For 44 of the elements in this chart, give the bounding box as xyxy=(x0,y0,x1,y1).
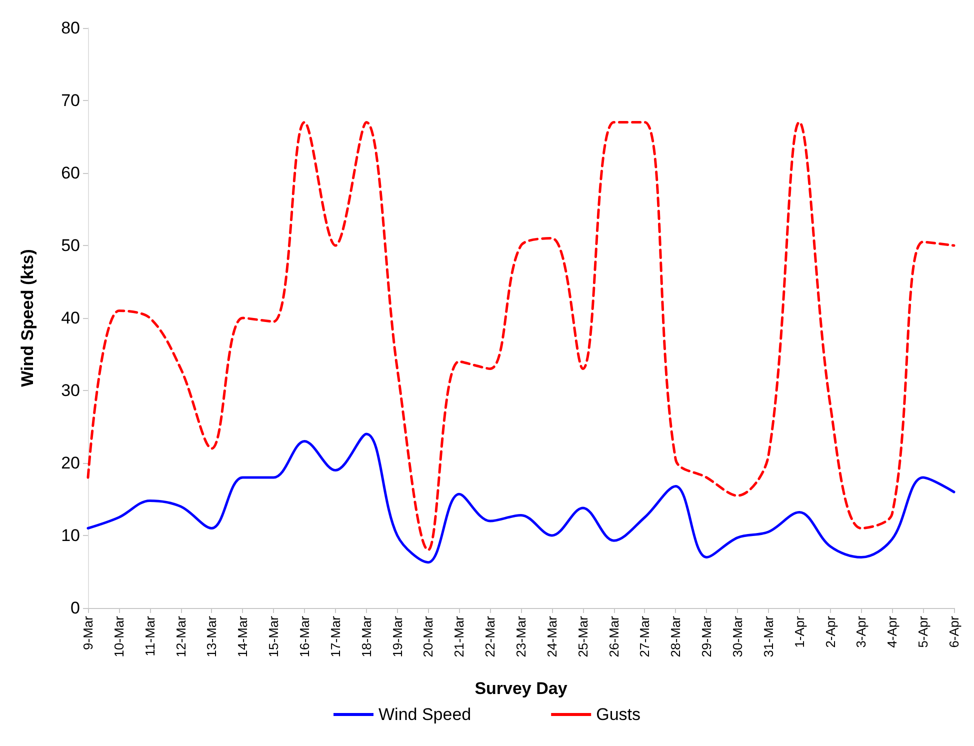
line-series xyxy=(86,432,956,564)
x-tick-label: 27-Mar xyxy=(637,615,652,658)
x-tick-label: 29-Mar xyxy=(699,615,714,658)
y-tick-label: 60 xyxy=(61,164,80,182)
x-tick-label: 5-Apr xyxy=(916,615,931,648)
x-tick-label: 26-Mar xyxy=(606,615,622,658)
x-tick-label: 23-Mar xyxy=(514,615,528,658)
x-tick-label: 31-Mar xyxy=(760,615,776,658)
x-tick-label: 1-Apr xyxy=(792,615,807,648)
y-tick-label: 10 xyxy=(61,526,80,545)
x-tick-label: 9-Mar xyxy=(80,615,96,650)
x-tick-label: 30-Mar xyxy=(730,615,745,658)
x-tick-label: 15-Mar xyxy=(266,615,282,658)
x-tick-label: 10-Mar xyxy=(111,615,126,658)
x-tick-label: 19-Mar xyxy=(390,615,405,658)
y-tick-label: 50 xyxy=(61,236,80,255)
y-tick-label: 40 xyxy=(61,308,80,328)
y-tick-label: 30 xyxy=(61,381,80,400)
x-tick-label: 24-Mar xyxy=(544,615,560,658)
y-tick-label: 80 xyxy=(61,18,80,38)
x-tick-label: 3-Apr xyxy=(854,615,869,648)
x-tick-label: 17-Mar xyxy=(328,615,343,658)
x-axis-title: Survey Day xyxy=(474,679,568,698)
x-tick-label: 25-Mar xyxy=(575,615,590,658)
x-tick-label: 21-Mar xyxy=(452,615,467,658)
x-tick-label: 20-Mar xyxy=(420,615,436,658)
x-tick-label: 2-Apr xyxy=(822,615,838,648)
x-tick-label: 12-Mar xyxy=(173,615,188,658)
x-tick-label: 14-Mar xyxy=(235,615,250,658)
y-tick-label: 20 xyxy=(61,454,80,472)
line-series xyxy=(86,121,956,552)
x-tick-label: 13-Mar xyxy=(204,615,220,658)
x-tick-label: 16-Mar xyxy=(297,615,312,658)
x-tick-label: 4-Apr xyxy=(884,615,900,648)
x-tick-label: 28-Mar xyxy=(668,615,684,658)
y-axis-title: Wind Speed (kts) xyxy=(18,249,37,387)
y-tick-label: 70 xyxy=(61,91,80,110)
legend-label: Gusts xyxy=(596,705,641,724)
x-tick-label: 6-Apr xyxy=(946,615,962,648)
legend-label: Wind Speed xyxy=(378,705,472,724)
y-tick-label: 0 xyxy=(70,598,80,618)
x-tick-label: 18-Mar xyxy=(358,615,374,658)
x-tick-label: 11-Mar xyxy=(142,615,158,656)
x-tick-label: 22-Mar xyxy=(482,615,498,658)
